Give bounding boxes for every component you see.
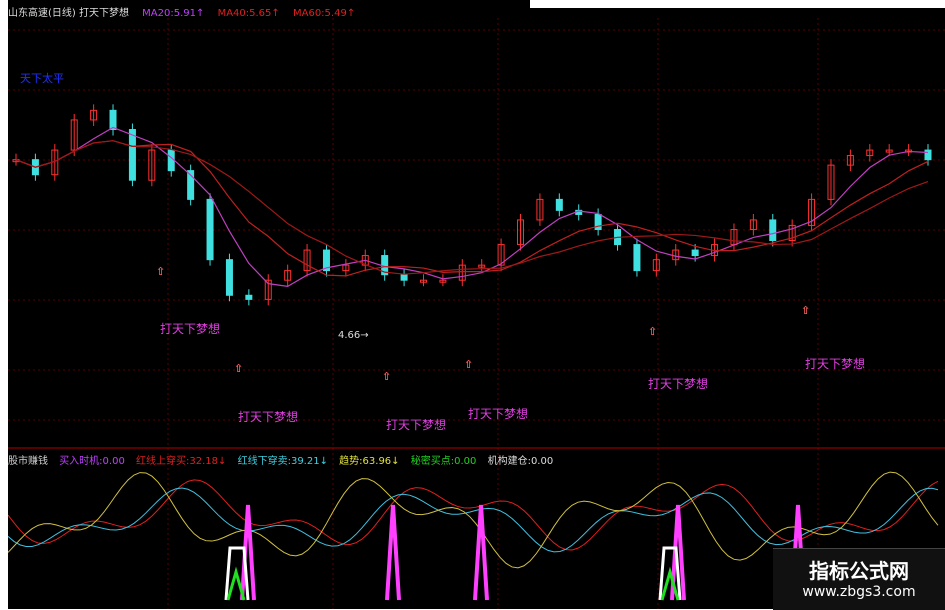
candle xyxy=(284,270,292,281)
candle xyxy=(458,264,466,281)
candle xyxy=(400,274,408,281)
red-line xyxy=(8,479,939,551)
pink-spike xyxy=(240,504,256,601)
up-arrow-icon: ⇧ xyxy=(156,265,166,278)
candle xyxy=(594,213,602,231)
candle xyxy=(652,259,660,272)
signal-label: 打天下梦想 xyxy=(386,418,447,432)
signal-label: 打天下梦想 xyxy=(160,322,221,336)
candle xyxy=(691,249,699,257)
chart-header: 山东高速(日线) 打天下梦想 MA20:5.91↑ MA40:5.65↑ MA6… xyxy=(8,4,365,19)
candle xyxy=(885,149,893,153)
institution-value: 机构建仓:0.00 xyxy=(487,456,554,467)
ma40-value: MA40:5.65↑ xyxy=(217,8,280,19)
candle xyxy=(633,244,641,272)
top-blank xyxy=(530,0,945,8)
up-arrow-icon: ⇧ xyxy=(382,370,392,383)
candle xyxy=(109,109,117,131)
trend-value: 趋势:63.96↓ xyxy=(339,456,400,467)
cyan-line xyxy=(8,487,939,553)
indicator-header: 股市赚钱 买入时机:0.00 红线上穿买:32.18↓ 红线下穿卖:39.21↓… xyxy=(8,452,561,467)
red-down-value: 红线下穿卖:39.21↓ xyxy=(237,456,328,467)
candle xyxy=(206,198,214,261)
candle xyxy=(924,149,932,161)
up-arrow-icon: ⇧ xyxy=(234,362,244,375)
candle xyxy=(264,279,272,300)
candle xyxy=(342,264,350,272)
watermark: 指标公式网 www.zbgs3.com xyxy=(773,548,945,610)
candle xyxy=(788,224,796,241)
signal-label: 打天下梦想 xyxy=(648,377,709,391)
ma40-line xyxy=(15,140,929,277)
candle xyxy=(517,219,525,246)
candle xyxy=(148,149,156,181)
candle xyxy=(808,198,816,226)
pink-spike xyxy=(670,504,686,601)
candle xyxy=(846,155,854,166)
ma60-value: MA60:5.49↑ xyxy=(292,8,356,19)
candle xyxy=(128,129,136,181)
watermark-name: 指标公式网 xyxy=(809,559,909,583)
signal-label: 打天下梦想 xyxy=(468,407,529,421)
candle xyxy=(70,119,78,151)
price-chart[interactable] xyxy=(8,0,945,609)
candle xyxy=(187,170,195,200)
candle xyxy=(555,198,563,211)
candle xyxy=(439,279,447,283)
white-box xyxy=(224,546,250,601)
ma60-line xyxy=(15,140,929,275)
pink-spike xyxy=(473,504,489,601)
up-arrow-icon: ⇧ xyxy=(801,304,811,317)
candle xyxy=(167,149,175,172)
low-price-label: 4.66→ xyxy=(338,330,369,341)
buy-time-value: 买入时机:0.00 xyxy=(59,456,125,467)
candle xyxy=(303,249,311,272)
green-peak xyxy=(226,566,246,601)
candle xyxy=(749,219,757,231)
candle xyxy=(225,259,233,296)
stock-title: 山东高速(日线) 打天下梦想 xyxy=(8,8,129,19)
candle xyxy=(419,279,427,283)
green-peak xyxy=(660,566,680,601)
note-label: 天下太平 xyxy=(20,72,64,85)
ma20-line xyxy=(15,126,929,287)
candle xyxy=(866,149,874,157)
secret-buy-value: 秘密买点:0.00 xyxy=(410,456,477,467)
candle xyxy=(497,244,505,266)
pink-spike xyxy=(385,504,401,601)
candle xyxy=(536,198,544,221)
watermark-url: www.zbgs3.com xyxy=(802,584,916,600)
signal-label: 打天下梦想 xyxy=(805,357,866,371)
ma20-value: MA20:5.91↑ xyxy=(142,8,205,19)
white-box xyxy=(658,546,682,601)
chart-window[interactable]: 山东高速(日线) 打天下梦想 MA20:5.91↑ MA40:5.65↑ MA6… xyxy=(8,0,945,609)
candle xyxy=(245,294,253,300)
up-arrow-icon: ⇧ xyxy=(464,358,474,371)
signal-label: 打天下梦想 xyxy=(238,410,299,424)
candle xyxy=(322,249,330,272)
candle xyxy=(478,264,486,268)
red-up-value: 红线上穿买:32.18↓ xyxy=(136,456,227,467)
trend-line xyxy=(8,471,939,569)
indicator-name: 股市赚钱 xyxy=(8,456,48,467)
candle xyxy=(827,164,835,200)
candle xyxy=(90,109,98,121)
candle xyxy=(769,219,777,241)
up-arrow-icon: ⇧ xyxy=(648,325,658,338)
